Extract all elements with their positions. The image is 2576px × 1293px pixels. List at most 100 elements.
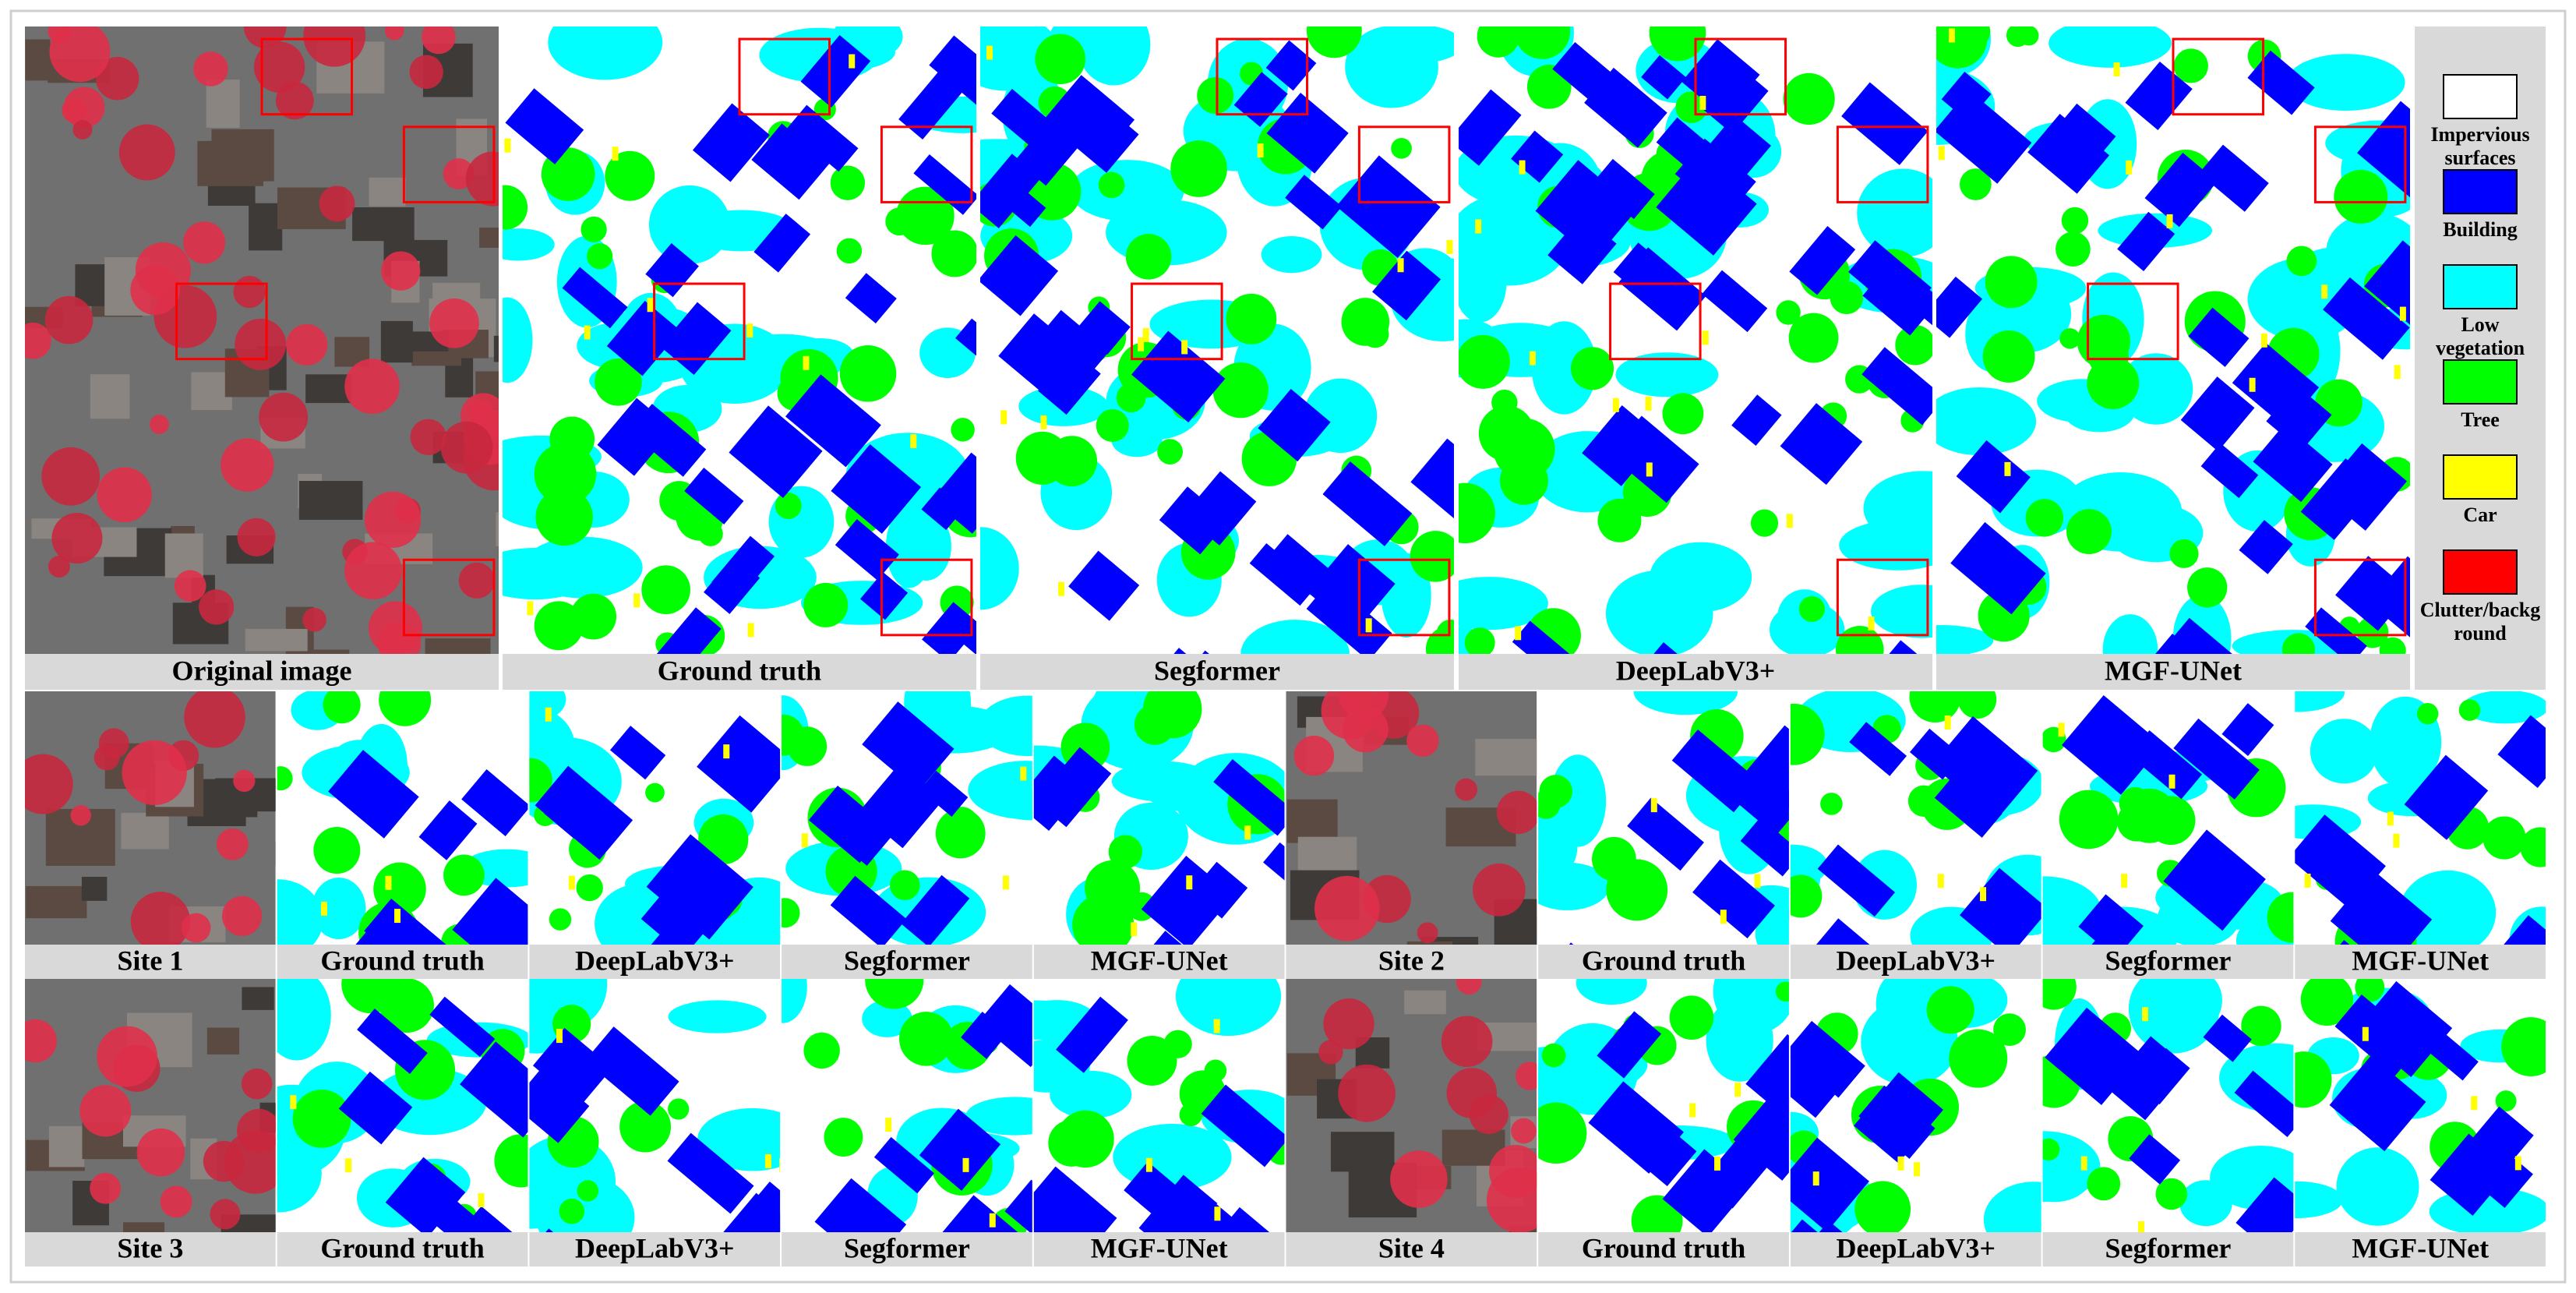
tree <box>1783 72 1835 125</box>
tree <box>576 874 603 902</box>
building <box>2180 376 2255 452</box>
tree <box>559 1198 585 1224</box>
building <box>1512 620 1579 654</box>
building <box>977 984 1032 1068</box>
panel-content <box>980 26 1454 654</box>
building <box>505 88 584 164</box>
building <box>862 701 955 792</box>
tree <box>1226 293 1277 344</box>
roof <box>1404 990 1446 1015</box>
vegetation <box>235 318 287 370</box>
panel-content <box>1790 979 2041 1232</box>
tree <box>1098 171 1125 199</box>
building <box>2235 1177 2294 1232</box>
car <box>1914 1162 1921 1177</box>
highlight-box <box>1694 37 1787 116</box>
car <box>2514 1156 2521 1171</box>
roof <box>122 1222 165 1232</box>
vegetation <box>95 57 139 101</box>
tree <box>803 1032 840 1069</box>
building <box>1613 242 1673 301</box>
panel-content <box>277 979 528 1232</box>
segmentation-map <box>1459 26 1932 654</box>
caption-band <box>2042 1232 2294 1267</box>
low-vegetation <box>1531 321 1597 415</box>
building <box>992 175 1046 228</box>
building <box>1552 41 1617 104</box>
tree <box>839 345 897 402</box>
car <box>764 1153 771 1168</box>
car <box>1515 626 1522 641</box>
caption-band <box>529 1232 781 1267</box>
building <box>692 103 770 182</box>
low-vegetation <box>522 536 643 599</box>
building <box>2107 1036 2190 1121</box>
vegetation <box>422 26 456 55</box>
caption-band <box>1286 945 1537 979</box>
car <box>801 833 808 848</box>
vegetation <box>440 421 493 474</box>
car <box>1754 874 1761 888</box>
building <box>1144 931 1202 945</box>
tree <box>549 416 595 462</box>
panel-content <box>2295 691 2546 945</box>
tree <box>2173 48 2208 83</box>
tree <box>1514 26 1571 59</box>
vegetation <box>160 1185 192 1218</box>
car <box>1244 825 1251 840</box>
building <box>529 1066 590 1143</box>
tree <box>1464 627 1495 654</box>
low-vegetation <box>1936 387 2037 456</box>
building <box>655 607 722 654</box>
roof <box>479 228 499 248</box>
caption: Ground truth <box>1582 945 1745 976</box>
building <box>1336 155 1441 258</box>
building <box>1796 918 1897 945</box>
vegetation <box>302 607 326 632</box>
tree <box>2042 979 2077 1010</box>
highlight-box <box>2313 125 2407 203</box>
building <box>955 619 976 654</box>
car <box>986 45 993 60</box>
building <box>1789 226 1856 295</box>
low-vegetation <box>1240 620 1350 654</box>
tree <box>1204 1059 1227 1083</box>
building <box>2203 1014 2252 1062</box>
highlight-box <box>2172 37 2265 116</box>
vegetation <box>210 1199 241 1230</box>
vegetation <box>237 1108 276 1153</box>
segmentation-map <box>2295 691 2546 945</box>
building <box>2430 1133 2512 1216</box>
vegetation <box>203 1140 245 1182</box>
tree <box>1035 34 1086 85</box>
building <box>921 487 965 531</box>
highlight-box <box>2087 282 2179 361</box>
car <box>747 623 754 638</box>
tree <box>580 216 607 243</box>
panel-content <box>782 979 1032 1232</box>
low-vegetation <box>1857 168 1932 258</box>
low-vegetation <box>2119 353 2193 425</box>
tree <box>2267 892 2294 943</box>
building <box>919 770 969 817</box>
building <box>2062 695 2163 795</box>
building <box>364 898 450 945</box>
panel-content <box>2042 979 2294 1232</box>
building <box>1124 1161 1196 1231</box>
roof <box>425 638 491 654</box>
vegetation <box>1441 1016 1493 1068</box>
tree <box>890 870 920 901</box>
building <box>1656 117 1718 176</box>
caption: DeepLabV3+ <box>1836 945 1996 976</box>
building <box>2300 458 2380 540</box>
car <box>1786 514 1793 528</box>
tree <box>2087 357 2140 410</box>
vegetation <box>181 913 211 943</box>
legend-label-box: Car <box>2463 503 2497 526</box>
building <box>1909 728 1963 780</box>
car <box>1812 1171 1819 1186</box>
tree <box>1982 330 2035 383</box>
tree <box>836 238 863 264</box>
car <box>1186 875 1193 890</box>
tree <box>645 783 665 803</box>
